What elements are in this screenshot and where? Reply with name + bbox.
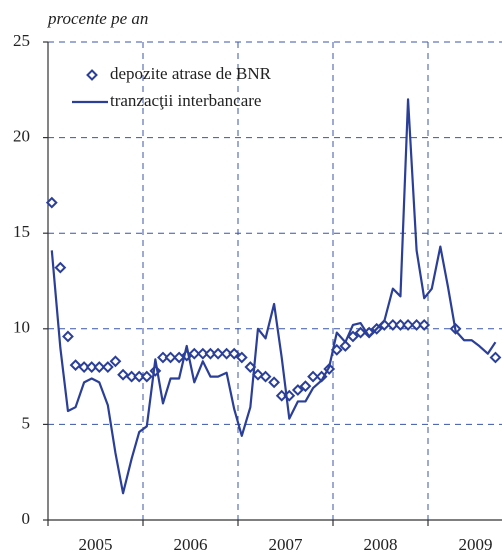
y-tick-label: 0	[22, 509, 31, 528]
y-tick-label: 5	[22, 413, 31, 432]
data-point	[259, 370, 272, 383]
data-point	[196, 347, 209, 360]
data-point	[212, 347, 224, 360]
data-point	[268, 376, 281, 389]
data-point	[62, 330, 74, 343]
data-point	[164, 351, 177, 364]
legend-label: tranzacţii interbancare	[110, 91, 261, 110]
data-point	[307, 370, 319, 383]
data-point	[69, 359, 82, 372]
data-point	[204, 347, 217, 360]
axis-label: procente pe an	[47, 9, 148, 28]
data-point	[410, 319, 423, 331]
data-point	[291, 384, 304, 396]
data-point	[85, 361, 98, 373]
data-line	[50, 98, 497, 495]
data-point	[275, 389, 288, 402]
y-tick-label: 25	[13, 31, 30, 50]
data-point	[228, 347, 241, 360]
legend-label: depozite atrase de BNR	[110, 64, 272, 83]
data-point	[220, 347, 233, 360]
data-point	[109, 355, 122, 368]
data-point	[93, 361, 106, 373]
y-tick-label: 20	[13, 127, 30, 146]
data-point	[188, 347, 201, 360]
data-point	[394, 319, 407, 331]
data-point	[299, 380, 312, 393]
data-point	[125, 370, 138, 383]
data-point	[133, 370, 146, 383]
data-point	[235, 351, 248, 364]
x-tick-label: 2007	[269, 535, 304, 553]
data-point	[339, 340, 352, 352]
x-tick-label: 2008	[364, 535, 398, 553]
data-point	[354, 326, 367, 339]
data-point	[45, 196, 58, 209]
data-point	[386, 319, 399, 331]
x-tick-label: 2009	[459, 535, 493, 553]
y-tick-label: 10	[13, 318, 30, 337]
data-point	[101, 361, 114, 373]
data-point	[347, 330, 359, 343]
data-point	[140, 370, 153, 383]
y-tick-label: 15	[13, 222, 30, 241]
data-point	[117, 368, 129, 381]
x-tick-label: 2005	[79, 535, 113, 553]
data-point	[489, 351, 502, 364]
data-point	[78, 361, 91, 373]
plot	[45, 98, 502, 495]
data-point	[54, 261, 67, 274]
data-point	[402, 319, 414, 331]
data-point	[418, 319, 431, 331]
data-point	[157, 351, 169, 364]
legend-marker	[86, 69, 98, 81]
x-tick-label: 2006	[174, 535, 208, 553]
